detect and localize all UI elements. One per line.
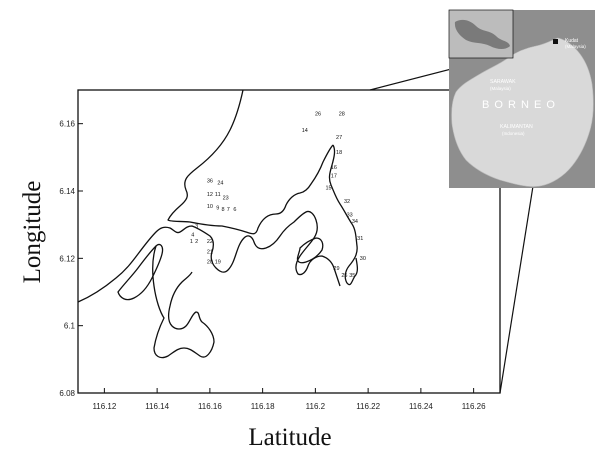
- y-tick-label: 6.12: [59, 254, 75, 263]
- site-label: 3: [195, 224, 198, 230]
- x-axis-ticks: 116.12 116.14 116.16 116.18 116.2 116.22 116.2…: [92, 388, 486, 411]
- inset-label-sarawak-country: (Malaysia): [490, 86, 511, 91]
- site-label: 10: [207, 204, 213, 210]
- y-axis-title: Longitude: [19, 181, 46, 284]
- y-tick-label: 6.1: [64, 322, 76, 331]
- x-tick-label: 116.12: [92, 402, 116, 411]
- site-label: 35: [349, 273, 355, 279]
- x-tick-label: 116.14: [145, 402, 169, 411]
- site-label: 1: [190, 239, 193, 245]
- y-axis-ticks: 6.08 6.1 6.12 6.14 6.16: [59, 120, 83, 398]
- site-label: 12: [207, 192, 213, 198]
- site-label: 19: [215, 259, 221, 265]
- inset-map: Kudat (Malaysia) SARAWAK (Malaysia) B O …: [448, 9, 595, 188]
- x-tick-label: 116.16: [198, 402, 222, 411]
- site-label: 2: [195, 239, 198, 245]
- site-label: 24: [217, 180, 223, 186]
- site-label: 31: [357, 236, 363, 242]
- coastline-east: [328, 144, 359, 286]
- inset-minimap-land: [454, 19, 510, 49]
- site-label: 29: [333, 266, 339, 272]
- site-label: 15: [326, 185, 332, 191]
- kudat-marker: [553, 39, 558, 44]
- site-label: 6: [233, 207, 236, 213]
- coastline-inlet: [296, 237, 324, 264]
- y-tick-label: 6.16: [59, 120, 75, 129]
- site-label: 7: [227, 207, 230, 213]
- site-label: 9: [216, 206, 219, 212]
- inset-island-label: B O R N E O: [482, 99, 556, 111]
- site-label: 32: [344, 199, 350, 205]
- site-label: 23: [223, 195, 229, 201]
- coastline-south: [152, 245, 215, 359]
- coastline-group: [78, 90, 359, 359]
- island: [117, 243, 164, 301]
- inset-label-sarawak: SARAWAK: [490, 79, 516, 85]
- inset-label-kudat-country: (Malaysia): [565, 44, 586, 49]
- site-label: 4: [191, 232, 194, 238]
- site-label: 22: [207, 239, 213, 245]
- x-tick-label: 116.18: [251, 402, 275, 411]
- plot-frame: [77, 89, 501, 394]
- x-tick-label: 116.22: [356, 402, 380, 411]
- x-tick-label: 116.2: [306, 402, 326, 411]
- x-tick-label: 116.26: [462, 402, 486, 411]
- site-label: 33: [347, 212, 353, 218]
- site-label: 25: [341, 273, 347, 279]
- site-label: 34: [352, 219, 358, 225]
- site-label: 26: [315, 111, 321, 117]
- site-label: 28: [339, 111, 345, 117]
- site-label: 30: [360, 256, 366, 262]
- site-label: 20: [207, 259, 213, 265]
- site-label: 36: [207, 179, 213, 185]
- site-label: 16: [331, 165, 337, 171]
- site-label: 14: [302, 128, 308, 134]
- coastline-upper: [167, 90, 334, 235]
- site-label: 11: [215, 192, 221, 198]
- inset-label-kalimantan-country: (Indonesia): [502, 131, 525, 136]
- inset-label-kalimantan: KALIMANTAN: [500, 124, 533, 130]
- y-tick-label: 6.14: [59, 187, 75, 196]
- site-label: 18: [336, 150, 342, 156]
- y-tick-label: 6.08: [59, 389, 75, 398]
- coastline-inner: [78, 210, 341, 303]
- site-label: 8: [222, 207, 225, 213]
- inset-label-kudat: Kudat: [565, 38, 579, 44]
- site-label: 21: [207, 249, 213, 255]
- x-axis-title: Latitude: [248, 424, 331, 451]
- x-tick-label: 116.24: [409, 402, 433, 411]
- site-label: 27: [336, 135, 342, 141]
- site-label: 17: [331, 174, 337, 180]
